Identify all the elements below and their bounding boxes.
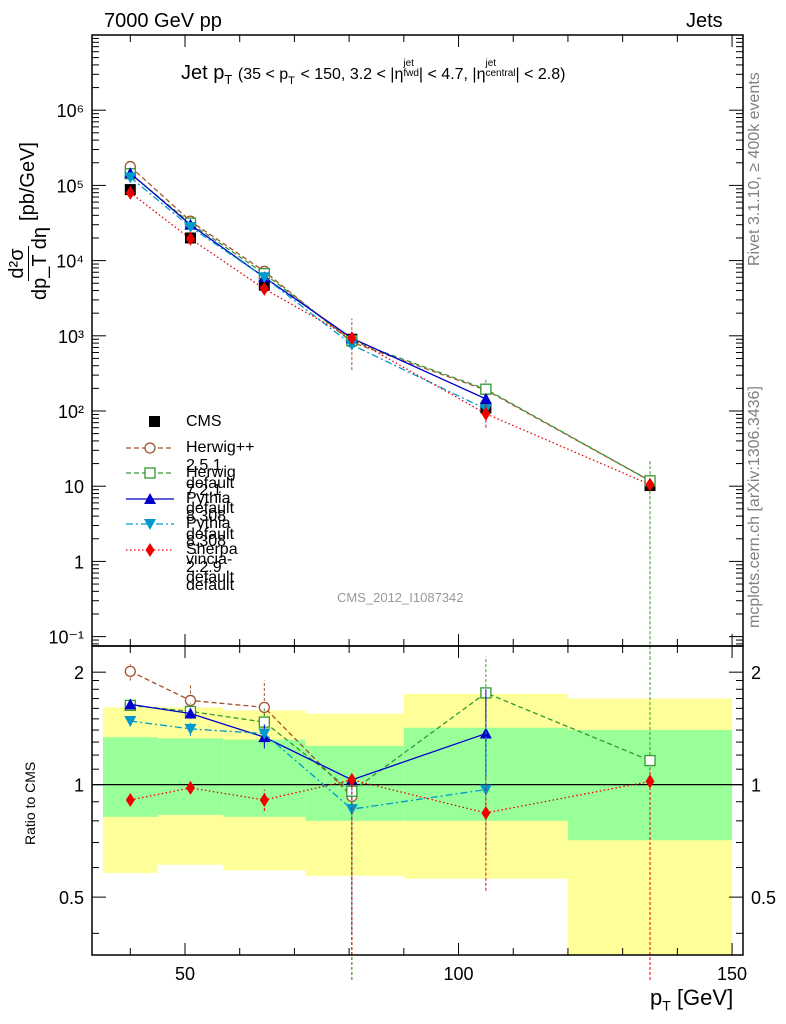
title-main: Jet p [181, 62, 225, 84]
legend-swatch-herwig7 [126, 467, 174, 479]
ratio-band-inner [157, 738, 224, 815]
eta-fwd-sup: jet [403, 57, 414, 69]
ratio-y-tick-label-right: 1 [751, 776, 761, 796]
ratio-point-sherpa [481, 805, 491, 820]
main-point-vincia [124, 172, 137, 184]
legend-swatch-herwigpp [126, 441, 174, 454]
main-line-herwig7 [129, 173, 651, 482]
title-cond: (35 < p [237, 66, 289, 83]
ratio-y-tick-label-right: 0.5 [751, 888, 776, 908]
plot-title: Jet pT (35 < pT < 150, 3.2 < |ηjet fwd| <… [181, 57, 566, 87]
main-point-sherpa [481, 406, 491, 421]
x-label-unit: [GeV] [676, 985, 734, 1010]
main-point-pythia [479, 392, 492, 404]
main-y-tick-label: 10³ [58, 327, 84, 347]
title-cond2: < 150, 3.2 < |η [300, 66, 404, 83]
analysis-watermark: CMS_2012_I1087342 [337, 590, 464, 605]
legend-label: Herwig 7.2.1 default [186, 464, 236, 517]
main-y-tick-label: 10⁵ [57, 176, 84, 196]
main-line-pythia [129, 172, 487, 400]
x-axis-label: pT [GeV] [650, 985, 733, 1013]
ratio-point-sherpa [125, 792, 135, 807]
main-y-tick-label: 10 [64, 477, 84, 497]
x-label-sub: T [662, 997, 671, 1014]
main-point-sherpa [347, 331, 357, 346]
ratio-point-sherpa [259, 792, 269, 807]
main-y-tick-label: 10⁶ [57, 101, 84, 121]
analysis-category-label: Jets [686, 10, 723, 32]
ratio-line-vincia [130, 720, 486, 810]
process-label: 7000 GeV pp [104, 10, 222, 32]
ratio-point-herwigpp [184, 694, 197, 707]
main-line-sherpa [129, 192, 651, 486]
main-point-herwig7 [480, 383, 492, 395]
ratio-point-sherpa [645, 774, 655, 789]
main-point-vincia [258, 272, 271, 284]
eta-central-sub: central [485, 67, 516, 79]
main-line-herwigpp [129, 166, 651, 482]
legend-swatch-cms [149, 416, 160, 427]
ratio-y-tick-label: 0.5 [59, 888, 84, 908]
y-label-numerator: d²σ [6, 246, 29, 281]
ratio-point-sherpa [185, 780, 195, 795]
main-y-axis-label: d²σ dp_T dη [pb/GeV] [6, 142, 51, 300]
y-label-fraction: d²σ dp_T dη [6, 227, 51, 300]
main-point-vincia [345, 339, 358, 351]
main-point-sherpa [259, 281, 269, 296]
legend-swatch-pythia [126, 492, 174, 504]
main-point-sherpa [185, 231, 195, 246]
eta-fwd-scripts: jet fwd [403, 57, 419, 79]
ratio-y-tick-label: 1 [74, 776, 84, 796]
ratio-line-herwig7 [130, 692, 651, 793]
legend-label: Sherpa 2.2.9 default [186, 540, 238, 594]
legend-swatch-vincia [126, 519, 174, 530]
title-main-sub: T [224, 72, 233, 87]
legend-label: CMS [186, 413, 222, 430]
ratio-y-axis-label: Ratio to CMS [22, 761, 38, 845]
ratio-line-herwigpp [130, 670, 353, 797]
eta-fwd-sub: fwd [403, 67, 419, 79]
legend-swatch-sherpa [126, 542, 174, 557]
x-tick-label: 50 [175, 964, 195, 984]
legend-label: Pythia 8.308 default [186, 489, 235, 543]
y-label-unit: [pb/GeV] [17, 142, 39, 221]
y-label-denominator: dp_T dη [29, 226, 51, 300]
ratio-line-sherpa [130, 779, 651, 814]
title-cond-sub: T [288, 75, 295, 87]
main-point-sherpa [645, 477, 655, 492]
main-y-tick-label: 10⁴ [56, 252, 84, 272]
mcplots-label: mcplots.cern.ch [arXiv:1306.3436] [746, 386, 763, 628]
main-y-tick-label: 10⁻¹ [48, 628, 84, 648]
ratio-y-tick-label: 2 [74, 663, 84, 683]
legend-label: Herwig++ 2.5.1 default [186, 438, 255, 492]
ratio-point-herwigpp [124, 665, 136, 678]
x-tick-label: 150 [717, 964, 747, 984]
main-y-tick-label: 1 [74, 552, 84, 572]
eta-central-scripts: jet central [485, 57, 516, 79]
ratio-point-vincia [124, 716, 137, 728]
ratio-point-vincia [258, 728, 271, 740]
ratio-point-pythia [184, 707, 197, 719]
main-point-vincia [184, 221, 197, 233]
x-label-main: p [650, 985, 663, 1010]
ratio-point-herwig7 [644, 754, 656, 767]
main-y-tick-label: 10² [58, 402, 84, 422]
ratio-point-pythia [124, 698, 137, 710]
rivet-version-label: Rivet 3.1.10, ≥ 400k events [746, 72, 763, 266]
legend-label: Pythia 8.308 vincia-default [186, 515, 235, 586]
ratio-point-herwigpp [258, 701, 270, 714]
ratio-y-tick-label-right: 2 [751, 663, 761, 683]
x-tick-label: 100 [444, 964, 474, 984]
ratio-point-sherpa [347, 772, 357, 787]
ratio-panel-frame [91, 645, 744, 956]
main-point-sherpa [125, 185, 135, 200]
title-cond4: | < 2.8) [515, 66, 566, 83]
title-cond3: | < 4.7, |η [418, 66, 486, 83]
eta-central-sup: jet [485, 57, 497, 69]
ratio-point-vincia [184, 723, 197, 735]
